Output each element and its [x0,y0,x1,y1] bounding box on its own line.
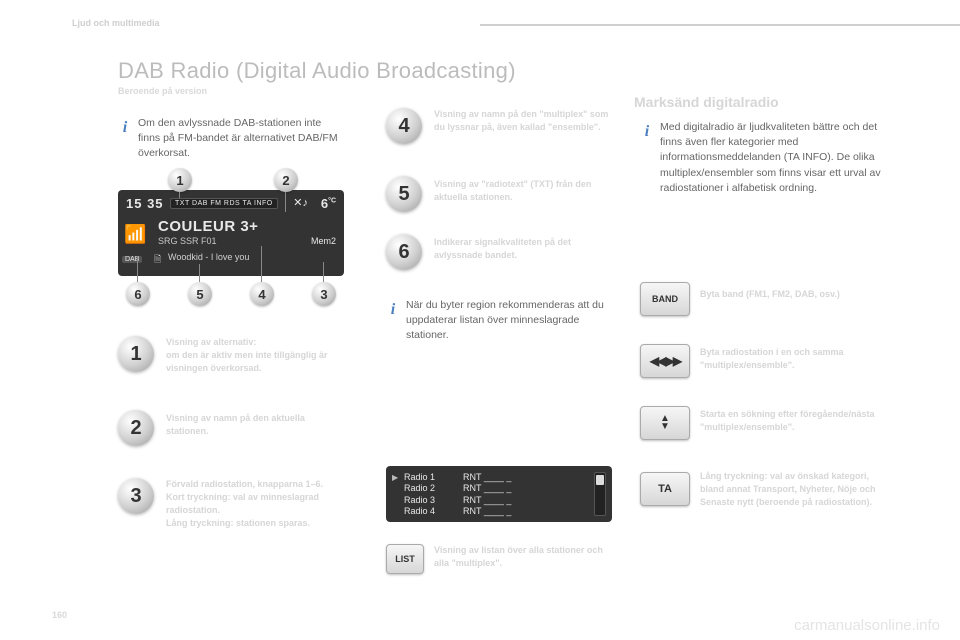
list-b: RNT ____ _ [463,472,511,483]
callout-3: 3 [312,282,336,306]
list-a: Radio 4 [404,506,435,517]
col3-title: Marksänd digitalradio [634,94,779,110]
callout-4: 4 [250,282,274,306]
callout-5: 5 [188,282,212,306]
step-2-text: Visning av namn på den aktuella statione… [166,412,344,438]
step-5-text: Visning av "radiotext" (TXT) från den ak… [434,178,612,204]
step-text: Starta en sökning efter föregående/nästa… [700,408,888,434]
band-text: Byta band (FM1, FM2, DAB, osv.) [700,288,888,301]
list-caption: Visning av listan över alla stationer oc… [434,544,612,570]
callout-2: 2 [274,168,298,192]
callout-line-6 [137,256,138,282]
seek-icon: ◀◀ ▶▶ [650,354,680,368]
step-3-bubble: 3 [118,478,154,514]
radio-track: Woodkid - I love you [168,252,249,262]
list-a: Radio 2 [404,483,435,494]
step-6-bubble: 6 [386,234,422,270]
radio-station: COULEUR 3+ [158,218,258,235]
mute-icon: ✕♪ [293,196,308,209]
radio-display: 15 35 TXT DAB FM RDS TA INFO ✕♪ 6°C COUL… [118,190,344,276]
info-icon: i [386,298,400,321]
step-button[interactable]: ▲ ▼ [640,406,690,440]
chevron-down-icon: ▼ [660,423,670,431]
step-2-bubble: 2 [118,410,154,446]
callout-line-2 [285,192,286,212]
temp-unit: °C [328,198,336,205]
header-rule [480,24,960,26]
step-6-text: Indikerar signalkvaliteten på det avlyss… [434,236,612,262]
header-bar: Ljud och multimedia [0,30,960,38]
step-1-bubble: 1 [118,336,154,372]
list-row: Radio 2 RNT ____ _ [404,483,602,494]
info-box-1: i Om den avlyssnade DAB-stationen inte f… [118,116,344,162]
step-5-bubble: 5 [386,176,422,212]
callout-line-3 [323,262,324,282]
list-b: RNT ____ _ [463,483,511,494]
step-4-text: Visning av namn på den "multiplex" som d… [434,108,612,134]
page: Ljud och multimedia DAB Radio (Digital A… [0,0,960,640]
step-4-bubble: 4 [386,108,422,144]
list-row: Radio 1 RNT ____ _ [404,472,602,483]
list-cursor-icon: ▶ [392,473,398,482]
band-button[interactable]: BAND [640,282,690,316]
list-row: Radio 4 RNT ____ _ [404,506,602,517]
radio-box: 15 35 TXT DAB FM RDS TA INFO ✕♪ 6°C COUL… [118,190,344,276]
scrollbar-thumb [596,475,604,485]
list-button[interactable]: LIST [386,544,424,574]
step-3c: Lång tryckning: stationen sparas. [166,518,310,528]
step-3a: Förvald radiostation, knapparna 1–6. [166,479,323,489]
info-box-3: i Med digitalradio är ljudkvaliteten bät… [640,120,886,196]
radio-mem: Mem2 [311,236,336,246]
header-topic: Ljud och multimedia [72,18,160,28]
page-title: DAB Radio (Digital Audio Broadcasting) [118,58,516,84]
radio-temp: 6°C [321,196,336,211]
footer-url: carmanualsonline.info [794,617,940,634]
page-number: 160 [52,610,67,620]
radio-tags: TXT DAB FM RDS TA INFO [170,198,278,209]
callout-line-5 [199,264,200,282]
info-text-1: Om den avlyssnade DAB-stationen inte fin… [138,116,344,162]
seek-button[interactable]: ◀◀ ▶▶ [640,344,690,378]
seek-text: Byta radiostation i en och samma "multip… [700,346,888,372]
callout-6: 6 [126,282,150,306]
dab-label: DAB [122,256,142,263]
info-icon: i [640,120,654,143]
callout-line-1 [179,192,180,198]
step-1b: om den är aktiv men inte tillgänglig är … [166,350,328,373]
info-text-3: Med digitalradio är ljudkvaliteten bättr… [660,120,886,196]
list-row: Radio 3 RNT ____ _ [404,495,602,506]
step-1a: Visning av alternativ: [166,337,256,347]
radio-mux: SRG SSR F01 [158,236,217,246]
list-b: RNT ____ _ [463,506,511,517]
antenna-icon: 📶 [124,224,146,245]
list-a: Radio 1 [404,472,435,483]
doc-icon: 🗎 [154,252,161,268]
info-text-2: När du byter region rekommenderas att du… [406,298,612,344]
callout-1: 1 [168,168,192,192]
info-box-2: i När du byter region rekommenderas att … [386,298,612,344]
radio-time: 15 35 [126,196,164,211]
radio-list-display: ▶ Radio 1 RNT ____ _ Radio 2 RNT ____ _ Ra… [386,466,612,522]
page-subtitle: Beroende på version [118,86,207,96]
list-scrollbar [594,472,606,516]
ta-button[interactable]: TA [640,472,690,506]
step-3b: Kort tryckning: val av minneslagrad radi… [166,492,319,515]
step-1-text: Visning av alternativ: om den är aktiv m… [166,336,344,375]
info-icon: i [118,116,132,139]
ta-text: Lång tryckning: val av önskad kategori, … [700,470,888,509]
list-b: RNT ____ _ [463,495,511,506]
step-3-text: Förvald radiostation, knapparna 1–6. Kor… [166,478,344,530]
list-a: Radio 3 [404,495,435,506]
callout-line-4 [261,246,262,282]
